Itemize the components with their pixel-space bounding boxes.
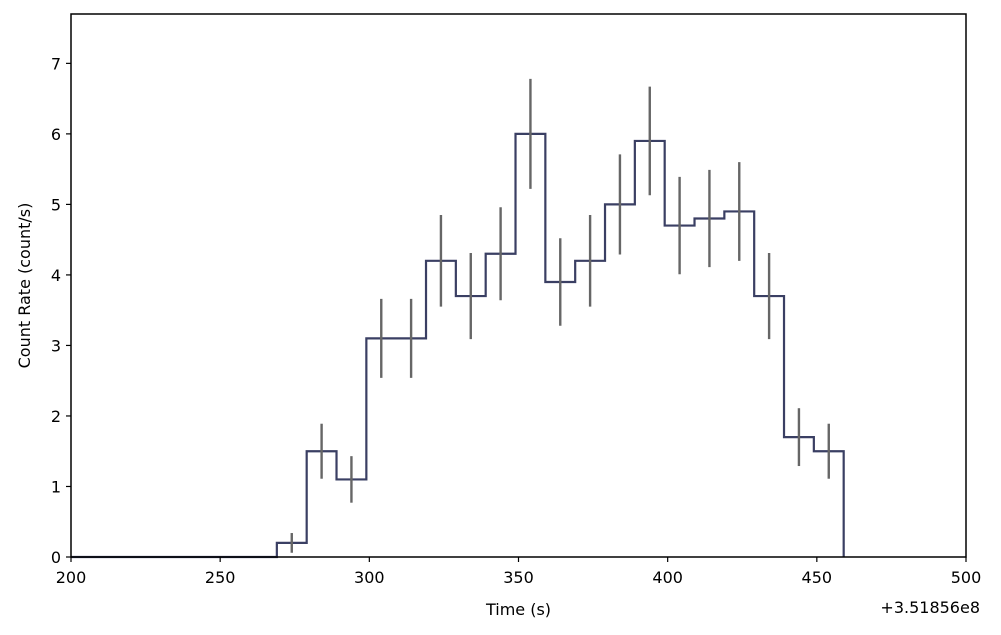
rate-step-line	[71, 132, 845, 559]
plot-frame	[70, 13, 967, 558]
x-tick-label: 450	[802, 568, 833, 587]
y-tick-label: 5	[51, 195, 61, 214]
y-tick-label: 7	[51, 54, 61, 73]
y-axis-label: Count Rate (count/s)	[15, 203, 34, 369]
y-tick-label: 0	[51, 548, 61, 567]
y-tick-label: 1	[51, 477, 61, 496]
x-tick-label: 400	[652, 568, 683, 587]
plot-marks	[71, 78, 845, 559]
axis-ticks: 200 250 300 350 400 450 500 0 1 2 3 4 5 6 7	[51, 54, 981, 587]
y-tick-label: 3	[51, 336, 61, 355]
x-tick-label: 350	[503, 568, 534, 587]
x-tick-label: 300	[354, 568, 385, 587]
x-axis-offset-label: +3.51856e8	[880, 598, 980, 617]
x-tick-label: 200	[56, 568, 87, 587]
x-tick-label: 250	[205, 568, 236, 587]
y-tick-label: 4	[51, 266, 61, 285]
y-tick-label: 2	[51, 407, 61, 426]
x-tick-label: 500	[951, 568, 982, 587]
x-axis-label: Time (s)	[485, 600, 551, 619]
y-tick-label: 6	[51, 125, 61, 144]
